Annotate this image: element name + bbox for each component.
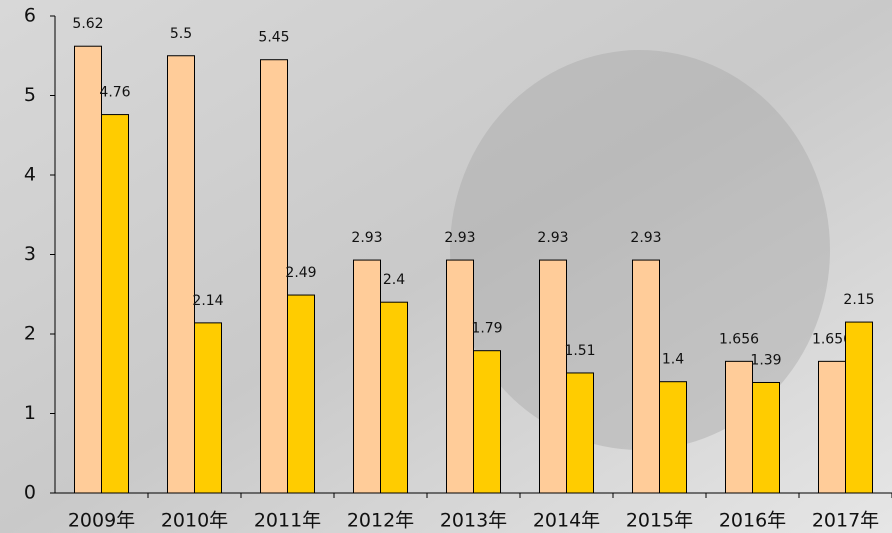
- value-label: 2.49: [285, 265, 316, 281]
- bar: [354, 260, 381, 493]
- value-label: 5.5: [170, 26, 192, 42]
- bar: [474, 351, 501, 493]
- value-label: 2.93: [537, 230, 568, 246]
- bar: [447, 260, 474, 493]
- x-tick-label: 2011年: [254, 510, 321, 532]
- y-tick-label: 0: [24, 482, 36, 504]
- bar: [75, 46, 102, 493]
- value-label: 2.93: [630, 230, 661, 246]
- bar: [261, 60, 288, 493]
- bar: [195, 323, 222, 493]
- bar: [567, 373, 594, 493]
- bar: [102, 115, 129, 493]
- bar: [660, 382, 687, 493]
- value-label: 1.656: [719, 331, 759, 347]
- x-tick-label: 2016年: [719, 510, 786, 532]
- bar: [726, 361, 753, 493]
- value-label: 5.45: [258, 30, 289, 46]
- bar: [753, 382, 780, 493]
- y-tick-label: 1: [24, 402, 36, 424]
- value-label: 2.93: [351, 230, 382, 246]
- x-tick-label: 2015年: [626, 510, 693, 532]
- x-tick-label: 2012年: [347, 510, 414, 532]
- chart: 0 1 2 3 4 5 6 2009年 5.62 4.76 2010年 5.5 2.14 2011年 5.4…: [0, 0, 892, 533]
- x-tick-label: 2017年: [812, 510, 879, 532]
- value-label: 5.62: [72, 16, 103, 32]
- bar: [288, 295, 315, 493]
- value-label: 1.51: [564, 343, 595, 359]
- value-label: 2.4: [383, 272, 405, 288]
- bar: [846, 322, 873, 493]
- bar: [381, 302, 408, 493]
- y-tick-label: 2: [24, 323, 36, 345]
- y-tick-label: 3: [24, 243, 36, 265]
- bar: [633, 260, 660, 493]
- value-label: 4.76: [99, 85, 130, 101]
- value-label: 1.79: [471, 321, 502, 337]
- value-label: 2.15: [843, 292, 874, 308]
- y-tick-label: 5: [24, 84, 36, 106]
- x-tick-label: 2010年: [161, 510, 228, 532]
- bar: [819, 361, 846, 493]
- value-label: 1.39: [750, 352, 781, 368]
- bar: [168, 56, 195, 493]
- value-label: 1.4: [662, 352, 684, 368]
- x-tick-label: 2014年: [533, 510, 600, 532]
- y-tick-label: 4: [24, 164, 36, 186]
- y-tick-label: 6: [24, 5, 36, 27]
- value-label: 2.93: [444, 230, 475, 246]
- bar: [540, 260, 567, 493]
- value-label: 2.14: [192, 293, 223, 309]
- x-tick-label: 2013年: [440, 510, 507, 532]
- x-tick-label: 2009年: [68, 510, 135, 532]
